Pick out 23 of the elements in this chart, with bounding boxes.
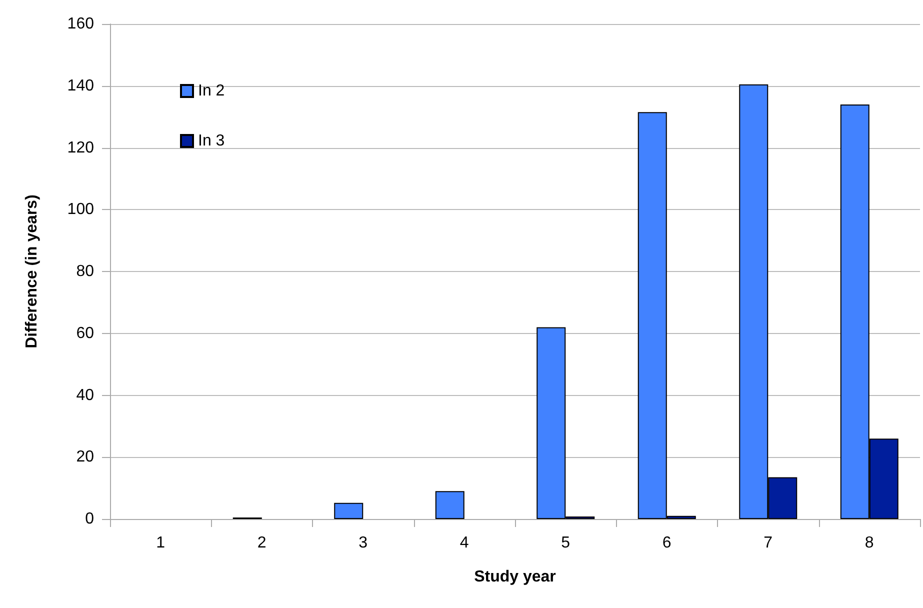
y-tick-label: 140 <box>67 77 94 94</box>
x-tick-label: 7 <box>764 534 773 552</box>
bar <box>435 491 464 519</box>
x-tick-label: 6 <box>662 534 672 552</box>
y-axis-title: Difference (in years) <box>24 194 40 348</box>
x-tick-label: 5 <box>561 534 570 552</box>
legend-label: In 3 <box>198 132 225 150</box>
x-tick-label: 3 <box>358 534 368 552</box>
legend-label: In 2 <box>198 82 225 100</box>
y-tick-label: 120 <box>67 139 94 156</box>
y-tick-label: 160 <box>67 16 94 32</box>
y-tick-label: 80 <box>76 263 94 280</box>
x-tick-label: 4 <box>460 534 469 552</box>
x-tick-label: 2 <box>257 534 266 552</box>
y-tick-label: 100 <box>67 201 94 218</box>
y-tick-label: 0 <box>85 510 94 528</box>
x-tick-label: 1 <box>156 534 166 552</box>
x-axis-title: Study year <box>474 568 556 586</box>
bar <box>334 502 364 519</box>
y-tick-label: 60 <box>76 324 94 342</box>
y-tick-label: 20 <box>76 448 94 466</box>
x-tick-label: 8 <box>864 534 874 552</box>
y-tick-label: 40 <box>76 386 94 404</box>
